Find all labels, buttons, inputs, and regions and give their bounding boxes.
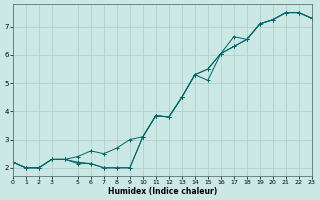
X-axis label: Humidex (Indice chaleur): Humidex (Indice chaleur) — [108, 187, 217, 196]
